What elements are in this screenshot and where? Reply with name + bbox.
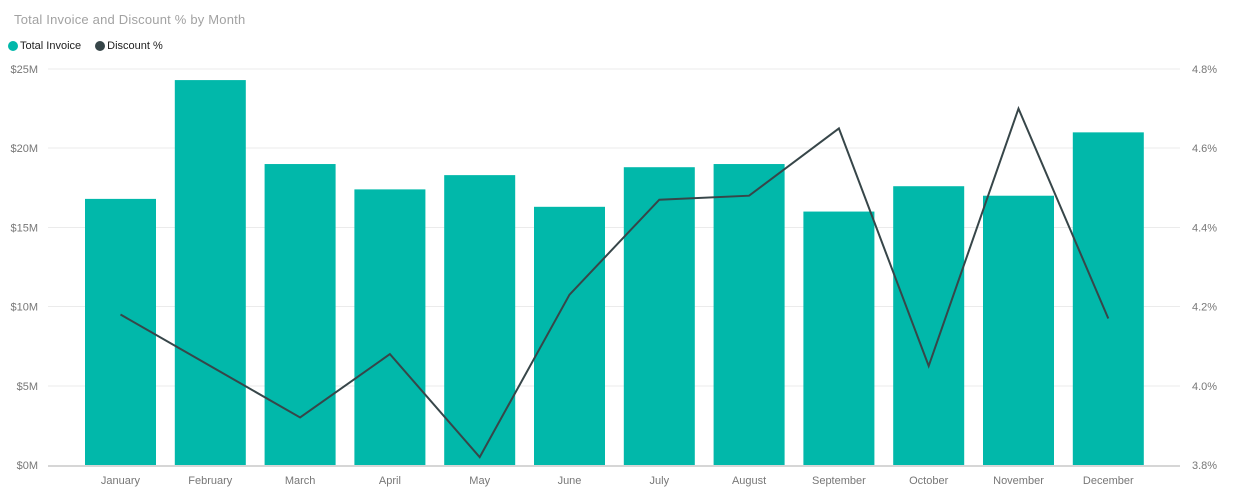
x-axis-label-january: January bbox=[101, 475, 141, 487]
legend-label-total-invoice: Total Invoice bbox=[20, 40, 82, 52]
y-axis-left-tick-label: $0M bbox=[17, 460, 38, 472]
bar-december[interactable] bbox=[1072, 132, 1144, 466]
x-axis-label-february: February bbox=[188, 475, 233, 487]
bar-january[interactable] bbox=[85, 198, 156, 465]
x-axis-label-june: June bbox=[558, 475, 582, 487]
y-axis-left-tick-label: $15M bbox=[10, 222, 38, 234]
x-axis-label-september: September bbox=[812, 475, 866, 487]
x-axis-label-april: April bbox=[379, 475, 401, 487]
line-series-swatch-icon bbox=[95, 41, 106, 51]
legend-label-discount: Discount % bbox=[107, 40, 163, 52]
bar-august[interactable] bbox=[713, 164, 785, 466]
legend-item-discount[interactable]: Discount % bbox=[95, 40, 163, 52]
bar-april[interactable] bbox=[354, 189, 426, 465]
x-axis-label-august: August bbox=[732, 475, 766, 487]
legend-item-total-invoice[interactable]: Total Invoice bbox=[8, 40, 81, 52]
bar-may[interactable] bbox=[444, 175, 516, 466]
discount-line-series[interactable] bbox=[120, 105, 1110, 459]
y-axis-right-tick-label: 4.0% bbox=[1192, 381, 1217, 393]
y-axis-left-tick-label: $25M bbox=[10, 64, 38, 76]
x-axis-label-july: July bbox=[650, 475, 670, 487]
y-axis-right-tick-label: 4.2% bbox=[1192, 302, 1217, 314]
bar-november[interactable] bbox=[983, 195, 1054, 465]
y-axis-right-tick-label: 4.4% bbox=[1192, 222, 1217, 234]
y-axis-right-tick-label: 4.8% bbox=[1192, 64, 1217, 76]
bar-series-swatch-icon bbox=[8, 41, 18, 51]
bar-march[interactable] bbox=[264, 164, 336, 466]
bar-october[interactable] bbox=[893, 186, 965, 465]
y-axis-left-tick-label: $5M bbox=[17, 381, 38, 393]
bar-july[interactable] bbox=[623, 167, 695, 465]
x-axis-label-november: November bbox=[993, 475, 1044, 487]
y-axis-left-tick-label: $20M bbox=[10, 143, 38, 155]
x-axis-label-march: March bbox=[285, 475, 316, 487]
chart-title: Total Invoice and Discount % by Month bbox=[14, 12, 246, 27]
bar-september[interactable] bbox=[803, 211, 875, 465]
y-axis-left-tick-label: $10M bbox=[10, 302, 38, 314]
bar-february[interactable] bbox=[174, 80, 246, 465]
bar-june[interactable] bbox=[534, 206, 605, 466]
y-axis-right-tick-label: 4.6% bbox=[1192, 143, 1217, 155]
x-axis-label-may: May bbox=[469, 475, 490, 487]
legend: Total Invoice Discount % bbox=[8, 40, 163, 52]
x-axis-label-october: October bbox=[909, 475, 948, 487]
x-axis-label-december: December bbox=[1083, 475, 1134, 487]
y-axis-right-tick-label: 3.8% bbox=[1192, 460, 1217, 472]
